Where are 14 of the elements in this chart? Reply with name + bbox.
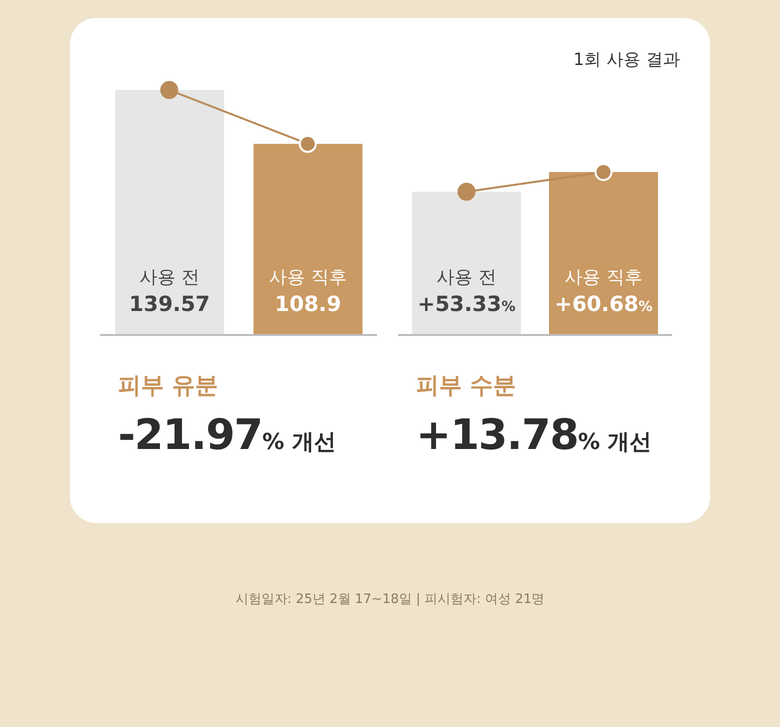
text: 피부 유분 [118, 372, 218, 401]
text: 피부 수분 [416, 372, 516, 401]
x-tick-label: 사용 직후 [564, 267, 642, 288]
data-label: +53.33% [417, 292, 516, 316]
data-label: 108.9 [274, 292, 342, 316]
chart-subtitle: 1회 사용 결과 [573, 49, 680, 71]
x-tick-label: 사용 전 [436, 267, 496, 288]
text: +13.78% 개선 [416, 410, 652, 459]
x-tick-label: 사용 직후 [269, 267, 347, 288]
x-tick-label: 사용 전 [140, 267, 200, 288]
text: -21.97% 개선 [118, 410, 336, 459]
data-label: 139.57 [128, 292, 210, 316]
text: 시험일자: 25년 2월 17~18일 | 피시험자: 여성 21명 [234, 591, 546, 608]
data-label: +60.68% [554, 292, 653, 316]
